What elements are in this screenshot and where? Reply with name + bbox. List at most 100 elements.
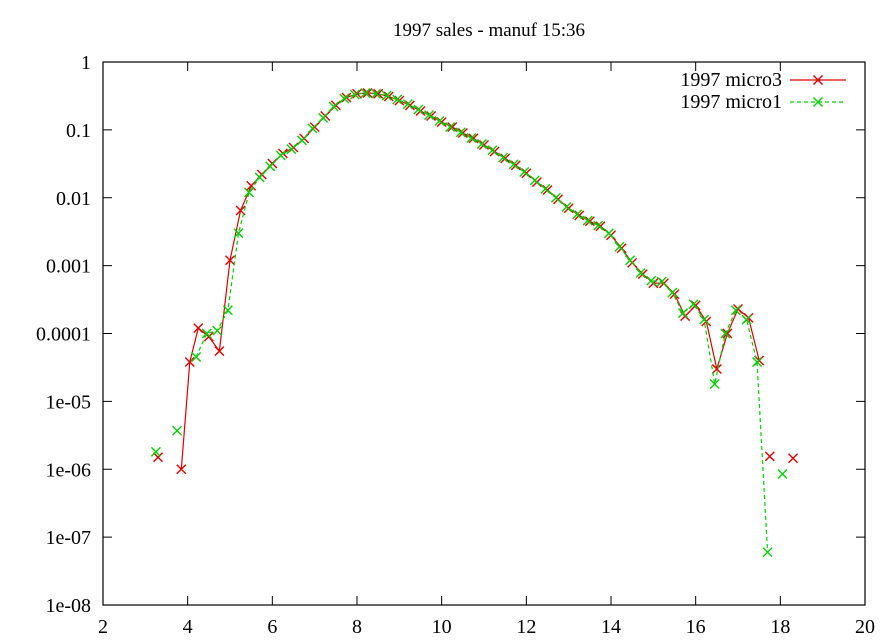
series-2 <box>150 87 788 558</box>
data-point <box>265 161 276 172</box>
marker-stroke <box>752 357 763 368</box>
data-point <box>741 314 752 325</box>
data-point <box>222 305 233 316</box>
data-point <box>540 183 551 194</box>
marker-stroke <box>656 276 667 287</box>
data-point <box>777 469 788 480</box>
data-point <box>172 425 183 436</box>
data-point <box>466 132 477 143</box>
data-point <box>318 112 329 123</box>
y-tick-label: 1e-06 <box>45 459 91 481</box>
marker-stroke <box>371 88 382 99</box>
y-tick-label: 1 <box>81 52 91 74</box>
data-point <box>392 94 403 105</box>
marker-stroke <box>445 122 456 133</box>
marker-stroke <box>176 464 187 475</box>
data-point <box>233 228 244 239</box>
data-point <box>764 451 775 462</box>
data-point <box>677 308 688 319</box>
data-point <box>722 328 733 339</box>
marker-stroke <box>235 205 246 216</box>
marker-stroke <box>479 139 489 150</box>
marker-stroke <box>667 287 678 298</box>
marker-stroke <box>762 547 773 558</box>
marker-stroke <box>572 209 583 220</box>
x-tick-label: 6 <box>267 616 277 638</box>
marker-stroke <box>423 110 434 121</box>
marker-stroke <box>455 127 466 138</box>
legend-marker <box>813 97 823 107</box>
marker-stroke <box>508 159 519 170</box>
data-point <box>711 363 722 374</box>
marker-stroke <box>764 451 775 462</box>
plot-area-frame <box>102 61 866 606</box>
data-point <box>445 122 456 133</box>
marker-stroke <box>529 175 540 186</box>
marker-stroke <box>193 323 204 334</box>
data-point <box>193 323 204 334</box>
marker-stroke <box>222 305 233 316</box>
marker-stroke <box>153 452 164 463</box>
data-point <box>593 220 604 231</box>
marker-stroke <box>688 299 699 310</box>
series-line <box>180 92 760 470</box>
data-point <box>572 209 583 220</box>
marker-stroke <box>699 314 710 325</box>
chart-title: 1997 sales - manuf 15:36 <box>393 20 585 41</box>
data-point <box>150 446 161 457</box>
y-tick-label: 0.0001 <box>36 324 91 346</box>
marker-stroke <box>614 241 625 252</box>
series-1 <box>153 87 799 475</box>
data-point <box>498 152 509 163</box>
data-point <box>646 275 657 286</box>
y-tick-label: 1e-07 <box>45 527 91 549</box>
marker-stroke <box>741 314 752 325</box>
x-tick-label: 8 <box>352 616 362 638</box>
data-point <box>214 346 225 357</box>
marker-stroke <box>561 202 572 213</box>
y-tick-label: 1e-08 <box>45 595 91 617</box>
legend-label: 1997 micro1 <box>680 91 782 113</box>
marker-stroke <box>349 89 360 100</box>
marker-stroke <box>519 166 530 177</box>
data-point <box>550 192 561 203</box>
data-point <box>184 357 195 368</box>
y-tick-label: 1e-05 <box>45 391 91 413</box>
marker-stroke <box>201 328 212 339</box>
marker-stroke <box>296 135 307 146</box>
data-point <box>479 139 489 150</box>
data-point <box>402 99 413 110</box>
data-point <box>339 93 350 104</box>
marker-stroke <box>677 308 688 319</box>
marker-stroke <box>360 87 371 98</box>
data-point <box>762 547 773 558</box>
data-point <box>373 88 384 99</box>
data-point <box>635 267 646 278</box>
data-point <box>595 221 606 232</box>
marker-stroke <box>328 101 339 112</box>
marker-stroke <box>709 379 720 390</box>
data-point <box>286 144 297 155</box>
data-point <box>296 135 307 146</box>
data-point <box>225 255 235 266</box>
marker-stroke <box>813 75 823 85</box>
legend-marker <box>813 75 823 85</box>
y-tick-label: 0.1 <box>66 120 91 142</box>
data-point <box>381 90 392 101</box>
data-point <box>436 117 447 128</box>
marker-stroke <box>635 267 646 278</box>
data-point <box>275 150 286 161</box>
data-point <box>434 116 445 127</box>
x-tick-label: 10 <box>432 616 452 638</box>
data-point <box>244 187 255 198</box>
marker-stroke <box>434 116 445 127</box>
marker-stroke <box>184 357 195 368</box>
marker-stroke <box>711 363 722 374</box>
series-line <box>195 92 769 553</box>
marker-stroke <box>788 453 799 464</box>
marker-stroke <box>720 328 731 339</box>
data-point <box>582 215 593 226</box>
data-point <box>730 305 741 316</box>
data-point <box>788 453 799 464</box>
data-point <box>574 210 585 221</box>
